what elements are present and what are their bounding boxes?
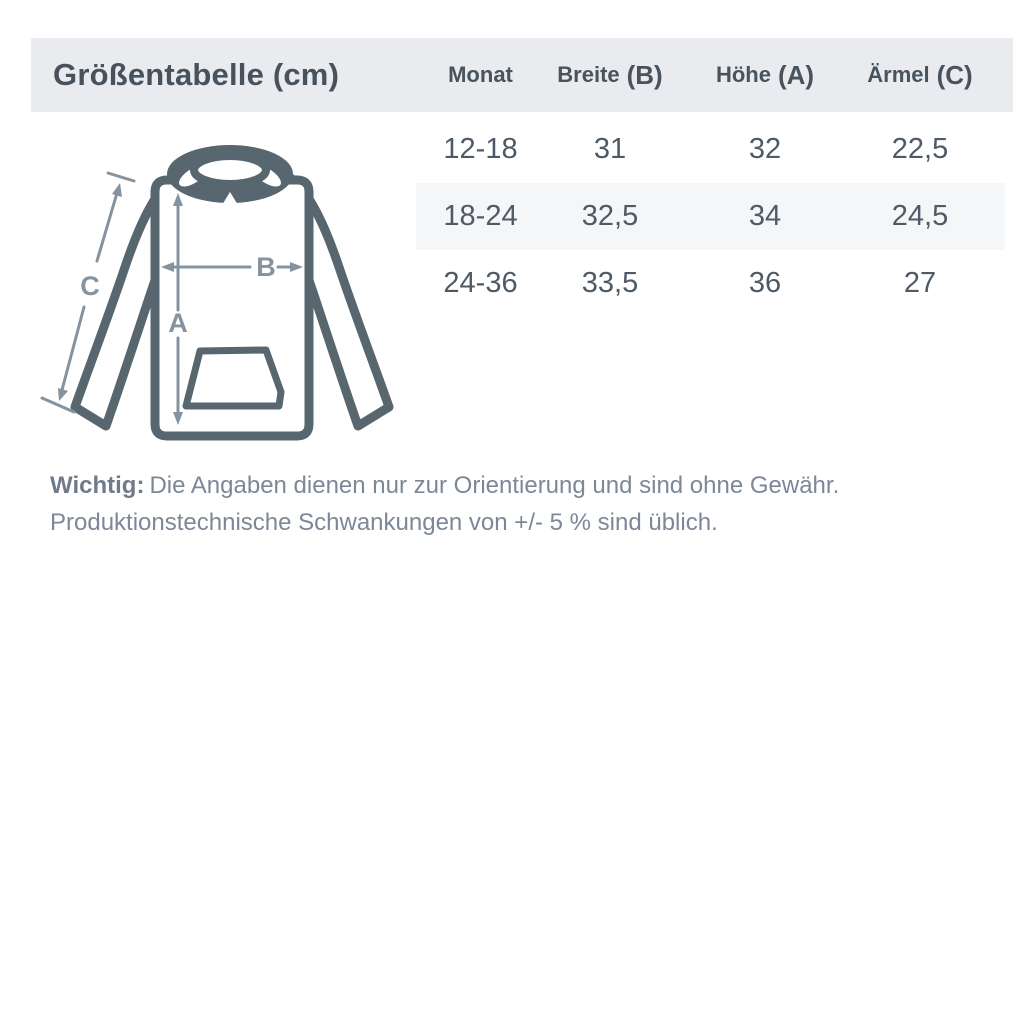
table-row: 18-24 32,5 34 24,5 (416, 183, 1005, 250)
cell-breite: 31 (593, 133, 627, 165)
table-row: 24-36 33,5 36 27 (416, 250, 1005, 317)
disclaimer-line-2: Produktionstechnische Schwankungen von +… (50, 509, 718, 536)
measure-label-b: B (256, 252, 276, 282)
disclaimer-text-1: Die Angaben dienen nur zur Orientierung … (149, 472, 840, 499)
page-title: Größentabelle (cm) (53, 57, 340, 92)
cell-monat: 12-18 (443, 133, 518, 165)
disclaimer-line-1: Wichtig: Die Angaben dienen nur zur Orien… (50, 467, 980, 504)
cell-aermel: 22,5 (891, 133, 949, 165)
hoodie-measurement-diagram: A B C (40, 145, 394, 441)
measure-label-c: C (80, 271, 100, 301)
cell-breite: 32,5 (581, 200, 639, 232)
cell-breite: 33,5 (581, 267, 639, 299)
hoodie-pocket (182, 346, 285, 410)
measure-arrowheads (58, 183, 303, 425)
size-table-body: 12-18 31 32 22,5 18-24 32,5 34 24,5 24-3… (416, 116, 1005, 317)
column-header-monat: Monat (448, 62, 513, 87)
column-header-breite: Breite (B) (557, 59, 663, 90)
measure-label-a: A (168, 308, 188, 338)
cell-monat: 18-24 (443, 200, 518, 232)
cell-aermel: 24,5 (891, 200, 949, 232)
cell-monat: 24-36 (443, 267, 518, 299)
column-header-aermel: Ärmel (C) (867, 59, 973, 90)
disclaimer-note: Wichtig: Die Angaben dienen nur zur Orien… (50, 467, 980, 541)
cell-aermel: 27 (903, 267, 937, 299)
measure-labels: A B C (80, 252, 276, 338)
column-header-hoehe: Höhe (A) (715, 59, 815, 90)
cell-hoehe: 36 (748, 267, 782, 299)
cell-hoehe: 32 (748, 133, 782, 165)
disclaimer-label: Wichtig: (50, 472, 145, 499)
cell-hoehe: 34 (748, 200, 782, 232)
table-column-headers: Monat Breite (B) Höhe (A) Ärmel (C) (416, 38, 985, 112)
header-band: Größentabelle (cm) Monat Breite (B) Höhe… (31, 38, 1013, 112)
table-row: 12-18 31 32 22,5 (416, 116, 1005, 183)
hoodie-hood (167, 145, 293, 205)
